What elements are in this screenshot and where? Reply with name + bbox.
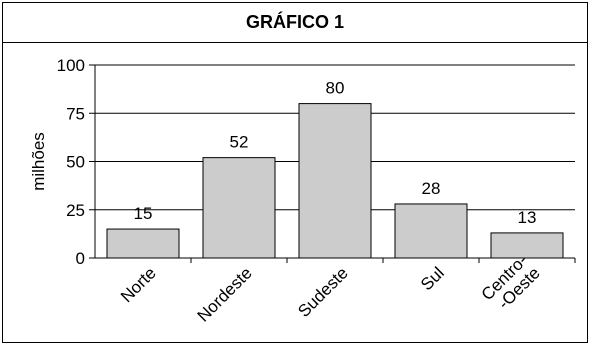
y-tick-label: 100 [57, 56, 85, 75]
bar [202, 157, 276, 259]
x-tick-label: Sudeste [294, 263, 352, 321]
data-label: 15 [134, 204, 153, 223]
y-tick-label: 75 [66, 104, 85, 123]
bar [298, 103, 372, 259]
y-tick-label: 50 [66, 153, 85, 172]
chart-frame: GRÁFICO 1 [2, 2, 588, 343]
chart-title: GRÁFICO 1 [3, 3, 587, 43]
data-label: 80 [326, 79, 345, 98]
bar [394, 203, 468, 259]
data-label: 28 [422, 179, 441, 198]
x-tick-label: Nordeste [194, 263, 256, 325]
x-tick-label: Sul [417, 263, 448, 294]
bar [106, 228, 180, 259]
data-label: 52 [230, 133, 249, 152]
y-tick-label: 25 [66, 201, 85, 220]
data-label: 13 [518, 208, 537, 227]
x-tick-label: Norte [117, 263, 160, 306]
y-tick-label: 0 [76, 249, 85, 268]
y-axis-label: milhões [29, 132, 48, 191]
x-tick-label: Centro--Oeste [478, 251, 544, 317]
bar [490, 232, 564, 259]
